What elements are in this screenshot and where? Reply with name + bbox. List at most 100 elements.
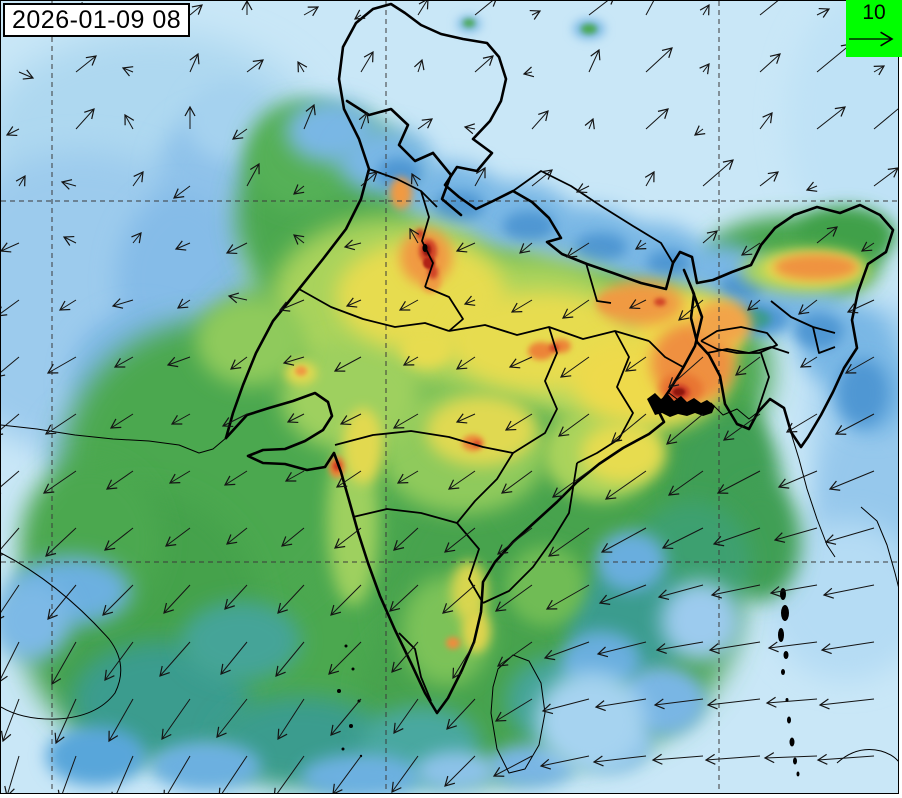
wind-arrow — [531, 110, 549, 130]
island — [780, 588, 786, 600]
wind-arrow — [174, 240, 191, 251]
wind-arrow — [221, 413, 248, 428]
wind-arrow — [4, 755, 20, 793]
wind-arrow — [339, 413, 362, 426]
timestamp-text: 2026-01-09 08 — [12, 6, 182, 34]
field-blob — [654, 298, 666, 306]
wind-arrow — [170, 413, 191, 425]
neighbor-coastline — [1, 552, 122, 720]
wind-arrow — [668, 356, 704, 388]
wind-arrow — [494, 584, 533, 612]
wind-arrow — [303, 103, 316, 130]
field-blob — [151, 741, 261, 791]
wind-arrow — [816, 7, 831, 18]
india-boundary — [667, 290, 704, 393]
wind-arrow — [667, 470, 704, 496]
wind-arrow — [559, 356, 590, 378]
wind-arrow — [330, 698, 362, 736]
neighbor-coastline — [836, 749, 898, 764]
island — [787, 716, 791, 724]
field-blob — [181, 601, 301, 681]
wind-arrow — [816, 106, 846, 130]
field-blob — [795, 313, 843, 349]
wind-arrow — [402, 355, 419, 366]
neighbor-coastline — [490, 654, 546, 774]
wind-arrow — [463, 123, 476, 135]
wind-arrow — [645, 1, 655, 16]
wind-arrow — [1, 242, 20, 253]
wind-arrow — [131, 232, 142, 244]
wind-arrow — [702, 159, 734, 187]
wind-arrow — [163, 584, 191, 614]
field-blob — [463, 19, 475, 27]
wind-arrow — [124, 113, 135, 130]
island — [344, 644, 348, 648]
island — [781, 669, 785, 675]
wind-arrow — [767, 641, 818, 653]
neighbor-coastline — [860, 506, 898, 588]
wind-arrow — [417, 1, 429, 16]
wind-arrow — [645, 47, 673, 73]
wind-arrow — [51, 641, 77, 686]
wind-arrow — [58, 299, 77, 311]
wind-arrow — [712, 527, 761, 547]
wind-arrow — [759, 1, 779, 16]
state-boundary — [352, 508, 458, 524]
wind-arrow — [57, 755, 77, 793]
wind-arrow — [353, 9, 366, 20]
wind-arrow — [558, 413, 590, 437]
wind-arrow — [358, 111, 370, 130]
wind-arrow — [529, 9, 542, 20]
wind-arrow — [163, 755, 191, 793]
wind-arrow — [798, 299, 818, 315]
wind-arrow — [277, 584, 305, 614]
field-blob — [451, 561, 487, 621]
wind-arrow — [455, 242, 476, 253]
wind-arrow — [5, 126, 20, 137]
wind-arrow — [414, 58, 425, 73]
wind-arrow — [46, 356, 77, 374]
timestamp-label: 2026-01-09 08 — [3, 3, 191, 37]
wind-arrow — [225, 242, 248, 255]
wind-arrow — [224, 584, 248, 610]
wind-arrow — [759, 171, 779, 187]
wind-arrow — [281, 527, 305, 547]
wind-arrow — [442, 584, 476, 614]
wind-arrow — [62, 235, 77, 246]
field-blob — [596, 531, 666, 591]
field-blob — [416, 751, 496, 791]
wind-arrow — [1, 584, 20, 623]
wind-arrow — [773, 527, 818, 543]
field-blob — [295, 366, 307, 376]
wind-arrow — [699, 3, 710, 16]
wind-arrow — [531, 169, 553, 187]
wind-arrow — [360, 50, 374, 73]
wind-arrow — [1, 356, 20, 378]
wind-arrow — [1, 698, 20, 743]
wind-arrow — [592, 755, 647, 767]
wind-arrow — [702, 230, 718, 244]
wind-arrow — [588, 48, 601, 73]
wind-arrow — [417, 118, 434, 130]
field-blob — [661, 581, 741, 661]
wind-arrow — [765, 696, 818, 708]
wind-arrow — [410, 172, 421, 187]
field-blob — [446, 637, 460, 649]
wind-legend-value: 10 — [862, 1, 886, 24]
wind-arrow — [759, 53, 781, 73]
wind-arrow — [708, 641, 761, 655]
wind-arrow — [873, 167, 898, 187]
wind-arrow — [785, 413, 818, 433]
wind-arrow — [284, 470, 305, 482]
wind-arrow — [600, 527, 647, 553]
wind-arrow — [594, 698, 647, 712]
wind-arrow — [1, 299, 20, 317]
india-boundary — [431, 151, 463, 217]
wind-arrow — [444, 755, 476, 787]
wind-arrow — [474, 166, 486, 187]
wind-arrow — [763, 752, 818, 764]
wind-arrow — [474, 1, 498, 16]
wind-arrow — [447, 470, 476, 490]
